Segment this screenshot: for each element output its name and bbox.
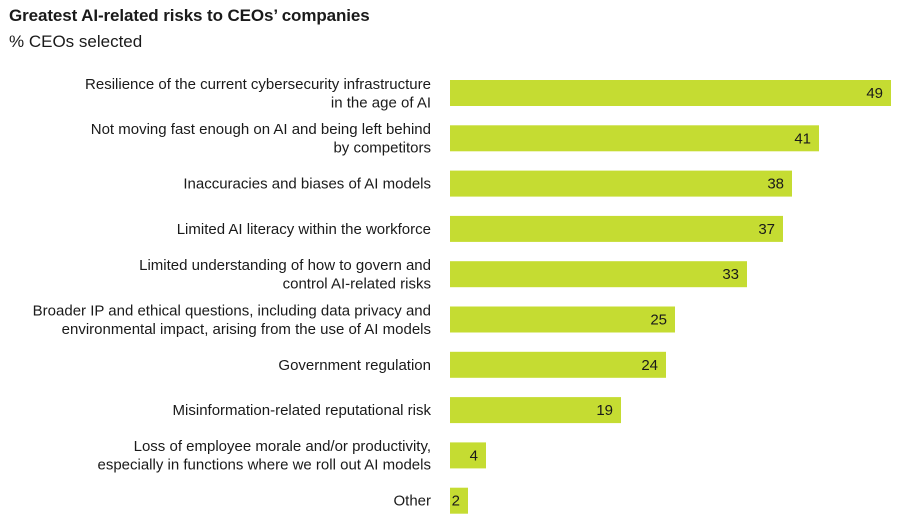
category-label-line: environmental impact, arising from the u… <box>62 321 431 338</box>
bar-2 <box>450 125 819 152</box>
category-label: Inaccuracies and biases of AI models <box>183 176 431 193</box>
category-label: Misinformation-related reputational risk <box>173 402 432 419</box>
value-label: 24 <box>641 357 658 374</box>
bar-1 <box>450 80 891 106</box>
category-label-line: Inaccuracies and biases of AI models <box>183 176 431 193</box>
category-label-line: Limited AI literacy within the workforce <box>177 221 431 238</box>
chart-title: Greatest AI-related risks to CEOs’ compa… <box>9 6 370 25</box>
category-label: Broader IP and ethical questions, includ… <box>33 302 431 338</box>
category-label-line: especially in functions where we roll ou… <box>97 457 431 474</box>
value-label: 33 <box>722 266 739 283</box>
category-label-line: Resilience of the current cybersecurity … <box>85 76 431 93</box>
category-label-line: Misinformation-related reputational risk <box>173 402 432 419</box>
value-label: 25 <box>650 312 667 329</box>
category-label-line: by competitors <box>333 140 431 157</box>
value-label: 49 <box>866 85 883 102</box>
bar-6 <box>450 306 675 333</box>
chart-subtitle: % CEOs selected <box>9 32 143 51</box>
bar-10 <box>450 487 468 514</box>
category-label-line: control AI-related risks <box>283 275 431 292</box>
value-label: 38 <box>767 176 784 193</box>
bar-4 <box>450 215 783 242</box>
category-label: Government regulation <box>278 357 431 374</box>
bar-8 <box>450 397 621 424</box>
bar-3 <box>450 170 792 197</box>
category-label-line: Government regulation <box>278 357 431 374</box>
value-label: 2 <box>452 493 460 510</box>
value-label: 4 <box>470 447 478 464</box>
value-label: 41 <box>794 130 811 147</box>
category-label: Loss of employee morale and/or productiv… <box>97 438 431 474</box>
bar-5 <box>450 261 747 288</box>
category-label: Limited understanding of how to govern a… <box>139 257 431 293</box>
category-label-line: Limited understanding of how to govern a… <box>139 257 431 274</box>
category-label-line: Loss of employee morale and/or productiv… <box>134 438 431 455</box>
bar-9 <box>450 442 486 469</box>
category-label: Other <box>393 493 431 510</box>
category-label: Limited AI literacy within the workforce <box>177 221 431 238</box>
category-label-line: Other <box>393 493 431 510</box>
category-label-line: in the age of AI <box>331 94 431 111</box>
category-label: Not moving fast enough on AI and being l… <box>91 121 431 157</box>
category-label: Resilience of the current cybersecurity … <box>85 76 431 112</box>
value-label: 37 <box>758 221 775 238</box>
category-label-line: Broader IP and ethical questions, includ… <box>33 302 431 319</box>
bar-7 <box>450 351 666 378</box>
value-label: 19 <box>596 402 613 419</box>
category-label-line: Not moving fast enough on AI and being l… <box>91 121 431 138</box>
